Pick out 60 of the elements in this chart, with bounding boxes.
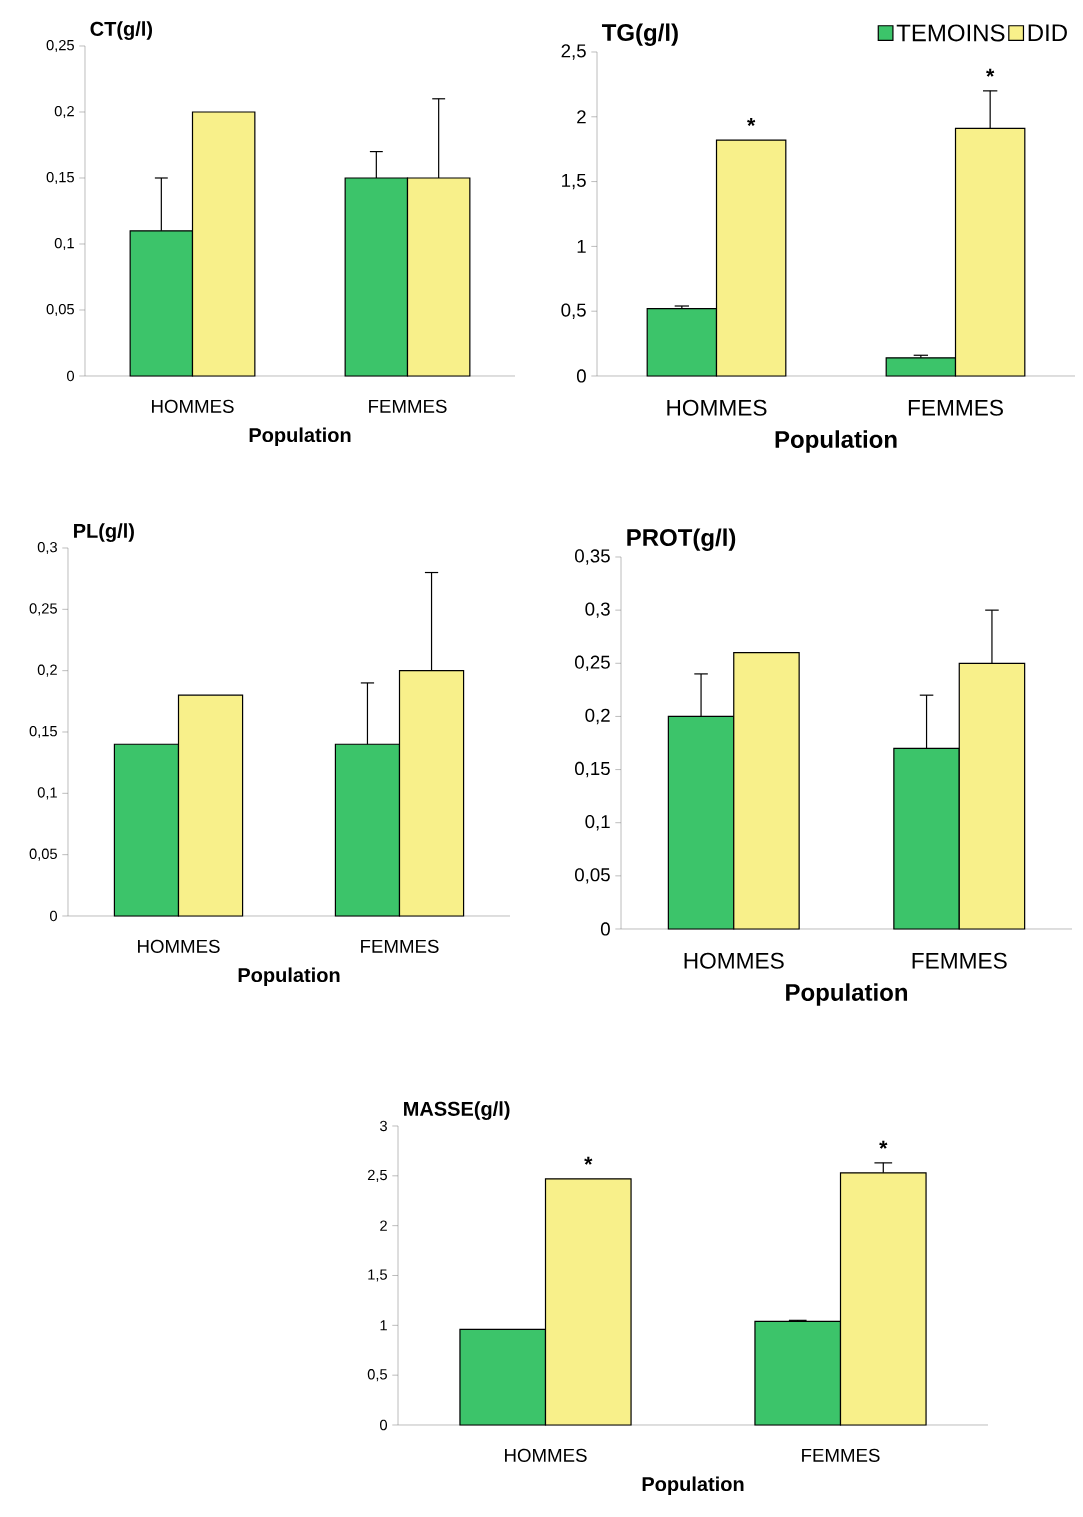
y-tick-label: 0,5 xyxy=(561,303,586,319)
y-tick-label: 0,15 xyxy=(29,725,57,739)
legend-label: DID xyxy=(1028,24,1067,42)
x-tick-label: HOMMES xyxy=(138,939,220,953)
y-tick-label: 0,1 xyxy=(54,237,74,251)
y-tick-label: 1 xyxy=(577,239,586,253)
y-tick-label: 2,5 xyxy=(367,1169,387,1182)
y-tick-label: 0,1 xyxy=(37,787,57,800)
y-tick-label: 0,15 xyxy=(575,761,610,778)
y-tick-label: 0,5 xyxy=(367,1369,387,1382)
y-tick-label: 0,2 xyxy=(37,664,57,677)
y-tick-label: 0,25 xyxy=(46,39,74,53)
y-tick-label: 0,2 xyxy=(585,708,610,725)
x-tick-label: HOMMES xyxy=(684,952,784,969)
x-tick-label: FEMMES xyxy=(912,952,1007,969)
x-axis-title: Population xyxy=(786,983,908,1006)
y-tick-label: 0 xyxy=(380,1419,388,1431)
y-axis-title: PROT(g/l) xyxy=(627,528,736,551)
y-axis-title: CT(g/l) xyxy=(90,21,153,40)
annotation: * xyxy=(879,1140,888,1149)
y-tick-label: 0 xyxy=(50,910,58,922)
legend-label: TEMOINS xyxy=(896,24,1005,42)
y-tick-label: 0,15 xyxy=(46,171,74,185)
y-tick-label: 2,5 xyxy=(561,44,586,60)
x-axis-title: Population xyxy=(238,967,340,987)
annotation: * xyxy=(747,118,756,127)
annotation: * xyxy=(584,1156,593,1165)
y-tick-label: 0,35 xyxy=(575,549,610,565)
x-tick-label: FEMMES xyxy=(908,399,1003,416)
y-tick-label: 0,3 xyxy=(37,541,57,555)
y-tick-label: 0 xyxy=(600,922,610,936)
y-tick-label: 0,2 xyxy=(54,105,74,119)
y-tick-label: 0 xyxy=(576,369,586,383)
x-tick-label: FEMMES xyxy=(361,939,439,953)
y-tick-label: 0,1 xyxy=(585,814,610,831)
y-tick-label: 0,05 xyxy=(46,303,74,317)
y-tick-label: 0 xyxy=(67,370,75,382)
y-tick-label: 1,5 xyxy=(368,1269,387,1282)
y-tick-label: 1,5 xyxy=(562,173,586,190)
y-tick-label: 3 xyxy=(380,1120,387,1132)
y-axis-title: MASSE(g/l) xyxy=(404,1101,510,1120)
y-tick-label: 0,05 xyxy=(29,848,57,861)
x-tick-label: FEMMES xyxy=(369,399,447,413)
y-tick-label: 0,25 xyxy=(575,655,610,671)
y-tick-label: 0,05 xyxy=(575,868,610,884)
x-tick-label: FEMMES xyxy=(802,1448,880,1462)
y-tick-label: 2 xyxy=(380,1220,387,1231)
y-tick-label: 0,25 xyxy=(29,603,57,616)
y-axis-title: TG(g/l) xyxy=(601,23,678,46)
y-tick-label: 0,3 xyxy=(585,602,610,618)
x-tick-label: HOMMES xyxy=(505,1448,587,1462)
x-tick-label: HOMMES xyxy=(152,399,234,413)
x-axis-title: Population xyxy=(642,1476,744,1496)
x-tick-label: HOMMES xyxy=(667,399,767,416)
y-tick-label: 1 xyxy=(380,1320,387,1331)
annotation: * xyxy=(986,68,995,77)
y-tick-label: 2 xyxy=(577,110,586,124)
x-axis-title: Population xyxy=(775,430,897,453)
y-axis-title: PL(g/l) xyxy=(74,523,134,542)
x-axis-title: Population xyxy=(249,427,351,447)
